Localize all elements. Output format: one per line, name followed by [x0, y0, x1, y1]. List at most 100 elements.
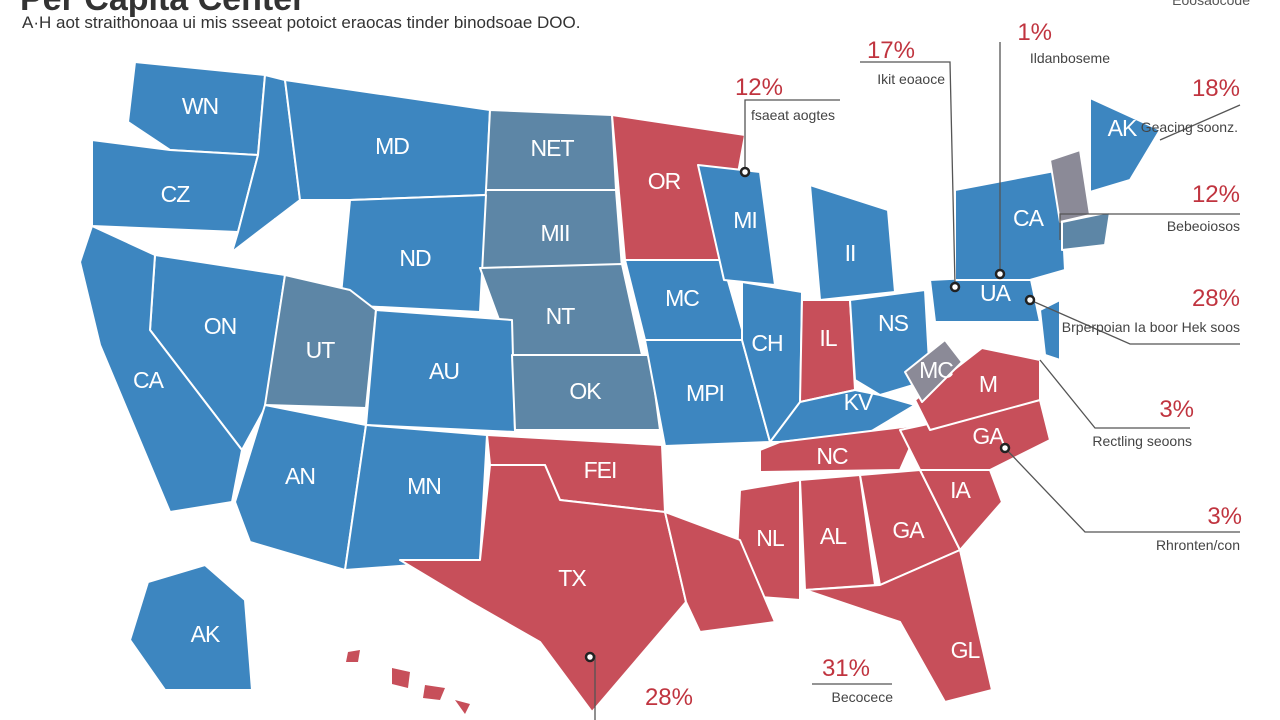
callout-value: 17%	[867, 37, 915, 64]
marker	[739, 166, 751, 178]
callouts: 17% Ikit eoaoce 12% fsaeat aogtes 1% Ildanbos…	[584, 19, 1242, 720]
state	[1049, 149, 1091, 223]
callout-value: 18%	[1192, 75, 1240, 102]
state-label: MO	[272, 213, 307, 239]
state-label: CA	[133, 367, 165, 393]
leader-line	[1059, 213, 1240, 240]
state-label: OK	[569, 378, 602, 404]
leader-line	[744, 99, 840, 172]
callout-value: 3%	[1207, 503, 1242, 530]
callout-value: 28%	[1192, 285, 1240, 312]
island	[346, 650, 360, 662]
island	[423, 685, 445, 700]
state	[919, 469, 1003, 551]
title: Per Capita Center	[20, 0, 305, 18]
callout-value: 1%	[1017, 19, 1052, 46]
state-label: TX	[558, 565, 586, 591]
state	[809, 184, 896, 301]
callout-caption: Bebeoiosos	[1167, 218, 1240, 234]
state-labels: WN CZ MO MD NET MII ND NT OR MC MI II ON CA UT AU OK MPI C…	[133, 93, 1139, 663]
state	[904, 339, 963, 403]
state-label: AU	[429, 358, 459, 384]
state-label: MII	[541, 220, 570, 246]
island	[392, 668, 410, 688]
callout-caption: Becocece	[832, 689, 894, 705]
leader-line	[860, 61, 956, 286]
state	[664, 511, 776, 633]
state	[1061, 211, 1111, 251]
states	[79, 61, 1161, 714]
state-label: UT	[306, 337, 336, 363]
state-label: IA	[950, 477, 971, 503]
state	[79, 225, 243, 513]
callout-value: 12%	[1192, 181, 1240, 208]
state	[954, 169, 1066, 281]
leader-line	[1029, 299, 1240, 345]
state-label: AN	[285, 463, 315, 489]
state-label: CA	[1013, 205, 1045, 231]
state-label: WN	[182, 93, 218, 119]
state-label: ON	[204, 313, 237, 339]
state-label: UA	[980, 280, 1012, 306]
state-label: FEI	[584, 457, 617, 483]
leader-line	[1039, 359, 1190, 429]
callout-value: 31%	[822, 655, 870, 682]
callout-caption: Rhronten/con	[1156, 537, 1240, 553]
callout-caption: Geacing soonz.	[1141, 119, 1238, 135]
state	[365, 309, 516, 433]
state-label: MC	[665, 285, 699, 311]
callout-value: 3%	[1159, 396, 1194, 423]
callout-caption: Brperpoian Ia boor Hek soos	[1062, 319, 1240, 335]
state-label: AK	[1108, 115, 1138, 141]
state-label: M	[979, 371, 997, 397]
state-label: KV	[844, 389, 874, 415]
state-label: II	[845, 240, 856, 266]
island	[455, 700, 470, 714]
state-label: MC	[919, 357, 953, 383]
leader-line	[1004, 447, 1240, 533]
state-label: GA	[972, 423, 1005, 449]
state	[129, 564, 253, 691]
state	[399, 464, 687, 713]
state-label: MD	[375, 133, 409, 159]
marker	[994, 268, 1006, 280]
logo: Eoosaocode	[1172, 0, 1250, 8]
callout-caption: Ildanboseme	[1030, 50, 1110, 66]
state	[511, 354, 661, 431]
state-label: NT	[546, 303, 576, 329]
subtitle: A·H aot straithonoaa ui mis sseeat potoi…	[22, 13, 580, 32]
marker	[949, 281, 961, 293]
state-label: NL	[756, 525, 785, 551]
state-label: MPI	[686, 380, 724, 406]
state-label: CH	[751, 330, 782, 356]
state	[804, 549, 993, 703]
state	[697, 164, 776, 286]
state-label: MN	[407, 473, 441, 499]
callout-value: 28%	[645, 684, 693, 711]
state-label: GL	[951, 637, 981, 663]
marker	[999, 442, 1011, 454]
state-label: NS	[878, 310, 909, 336]
callout-caption: Rectling seoons	[1092, 433, 1192, 449]
state	[914, 347, 1041, 431]
state-label: AK	[191, 621, 221, 647]
state-label: ND	[399, 245, 431, 271]
state	[234, 404, 367, 571]
state-label: GA	[892, 517, 925, 543]
callout-caption: Ikit eoaoce	[877, 71, 945, 87]
callout-value: 12%	[735, 74, 783, 101]
state-label: MI	[733, 207, 757, 233]
marker	[1024, 294, 1036, 306]
state-label: OR	[648, 168, 681, 194]
callout-caption: fsaeat aogtes	[751, 107, 835, 123]
leader-line	[1159, 104, 1241, 141]
state-label: NC	[816, 443, 848, 469]
marker	[584, 651, 596, 663]
state-label: CZ	[161, 181, 191, 207]
state-label: IL	[819, 325, 837, 351]
state-label: AL	[820, 523, 847, 549]
state	[1039, 299, 1061, 361]
state	[339, 194, 487, 313]
